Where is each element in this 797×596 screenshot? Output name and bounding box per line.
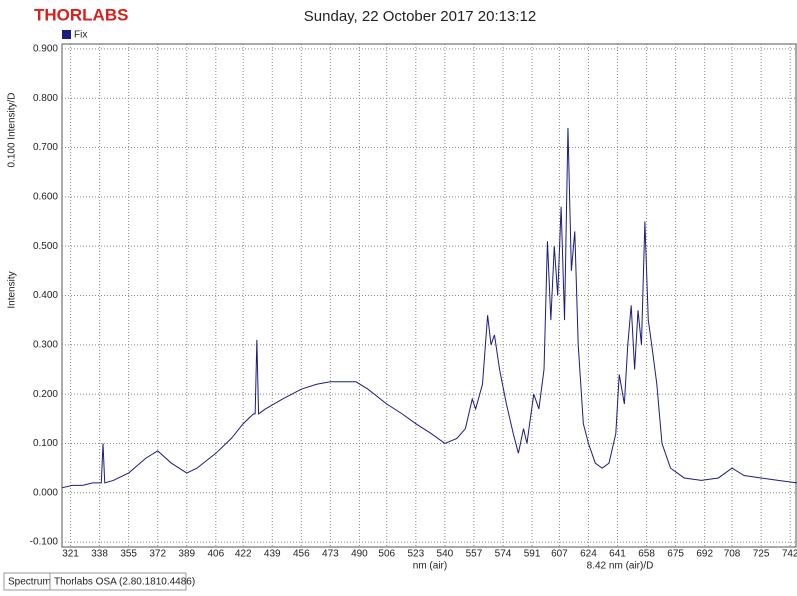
y-scale-label: 0.100 Intensity/D xyxy=(7,92,18,167)
x-tick-label: 506 xyxy=(378,549,395,560)
x-tick-label: 574 xyxy=(495,549,512,560)
x-tick-label: 355 xyxy=(120,549,137,560)
x-tick-label: 422 xyxy=(235,549,252,560)
x-tick-label: 406 xyxy=(207,549,224,560)
logo: THORLABS xyxy=(34,5,128,24)
x-tick-label: 692 xyxy=(696,549,713,560)
status-field xyxy=(49,572,187,591)
x-tick-label: 624 xyxy=(580,549,597,560)
x-tick-label: 540 xyxy=(437,549,454,560)
x-tick-label: 523 xyxy=(407,549,424,560)
x-tick-label: 456 xyxy=(293,549,310,560)
x-tick-label: 321 xyxy=(62,549,79,560)
x-tick-label: 658 xyxy=(638,549,655,560)
y-tick-label: 0.000 xyxy=(33,487,58,498)
y-tick-label: 0.800 xyxy=(33,93,58,104)
y-tick-label: 0.200 xyxy=(33,389,58,400)
x-tick-label: 591 xyxy=(524,549,541,560)
y-tick-label: 0.700 xyxy=(33,142,58,153)
x-tick-label: 338 xyxy=(91,549,108,560)
x-tick-label: 725 xyxy=(753,549,770,560)
status-text: Spectrum xyxy=(8,577,51,588)
chart-title: Sunday, 22 October 2017 20:13:12 xyxy=(304,8,536,25)
x-scale-label: 8.42 nm (air)/D xyxy=(587,561,654,572)
y-tick-label: -0.100 xyxy=(30,537,59,548)
x-tick-label: 742 xyxy=(782,549,797,560)
y-tick-label: 0.400 xyxy=(33,290,58,301)
y-tick-label: 0.900 xyxy=(33,44,58,55)
x-tick-label: 389 xyxy=(178,549,195,560)
x-tick-label: 439 xyxy=(264,549,281,560)
legend-swatch xyxy=(62,30,71,39)
x-tick-label: 607 xyxy=(551,549,568,560)
x-tick-label: 557 xyxy=(466,549,483,560)
spectrum-line xyxy=(61,127,797,489)
y-tick-label: 0.300 xyxy=(33,339,58,350)
x-tick-label: 675 xyxy=(667,549,684,560)
x-tick-label: 372 xyxy=(149,549,166,560)
x-tick-label: 473 xyxy=(322,549,339,560)
x-axis-label: nm (air) xyxy=(413,561,447,572)
x-tick-label: 490 xyxy=(351,549,368,560)
legend-label: Fix xyxy=(74,30,87,41)
x-tick-label: 641 xyxy=(609,549,626,560)
y-tick-label: 0.100 xyxy=(33,438,58,449)
y-axis-label: Intensity xyxy=(7,271,18,308)
y-tick-label: 0.600 xyxy=(33,192,58,203)
x-tick-label: 708 xyxy=(724,549,741,560)
status-text: Thorlabs OSA (2.80.1810.4486) xyxy=(54,577,195,588)
y-tick-label: 0.500 xyxy=(33,241,58,252)
